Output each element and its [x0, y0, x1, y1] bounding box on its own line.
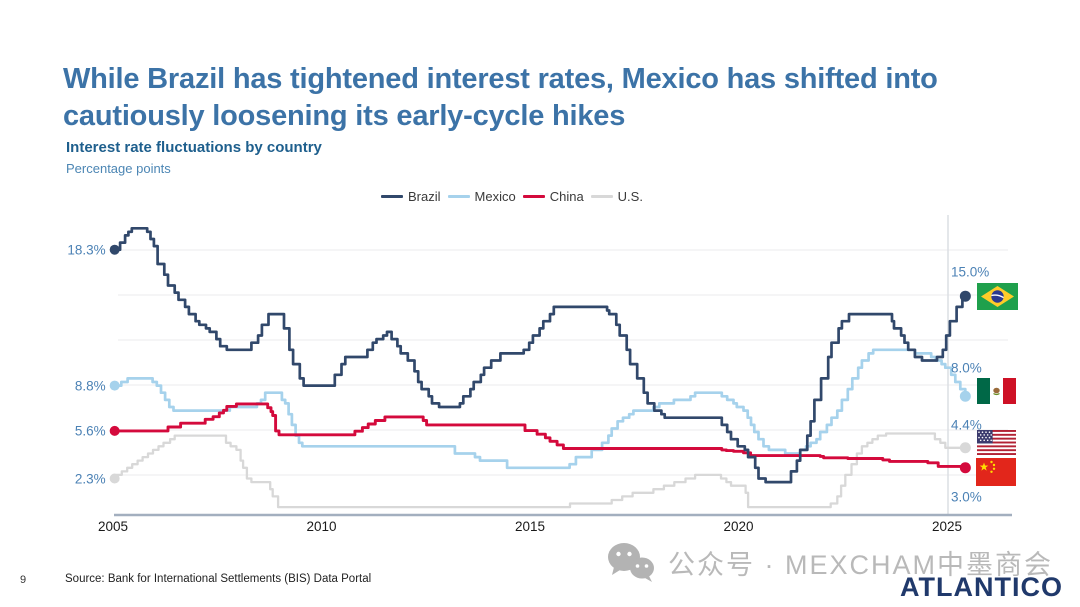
mexico-line-swatch: [447, 195, 470, 198]
chart-title: Interest rate fluctuations by country: [66, 139, 322, 156]
us-line-swatch: [590, 195, 613, 198]
x-tick-2020: 2020: [723, 519, 754, 534]
legend-label-mexico: Mexico: [474, 189, 516, 204]
legend-item-brazil: Brazil: [381, 189, 441, 204]
legend-label-china: China: [549, 189, 584, 204]
mexico-end-value: 8.0%: [951, 360, 982, 376]
atlantico-logo: ATLANTICO: [900, 572, 1063, 602]
wechat-icon: [606, 541, 656, 583]
china-line-swatch: [522, 195, 545, 198]
mexico-flag-icon: [977, 378, 1016, 404]
brazil-flag-icon: [977, 283, 1018, 310]
chart-legend: Brazil Mexico China U.S.: [381, 189, 643, 204]
legend-item-us: U.S.: [590, 189, 643, 204]
legend-label-us: U.S.: [617, 189, 643, 204]
legend-item-china: China: [522, 189, 584, 204]
brazil-start-value: 18.3%: [67, 242, 106, 258]
page-title-line2: cautiously loosening its early-cycle hik…: [63, 100, 626, 133]
watermark: 公众号 · MEXCHAM中墨商会: [606, 541, 1053, 583]
china-end-value: 3.0%: [951, 489, 982, 505]
brazil-line-swatch: [381, 195, 403, 198]
page-title-line1: While Brazil has tightened interest rate…: [63, 63, 938, 96]
legend-item-mexico: Mexico: [447, 189, 516, 204]
page-title: While Brazil has tightened interest rate…: [63, 61, 1063, 135]
x-tick-2005: 2005: [97, 519, 129, 534]
china-flag-icon: [976, 458, 1016, 486]
x-tick-2010: 2010: [306, 519, 337, 534]
legend-label-brazil: Brazil: [408, 189, 441, 204]
china-start-value: 5.6%: [74, 423, 106, 439]
us-flag-icon: [977, 430, 1016, 455]
x-tick-2025: 2025: [931, 519, 963, 534]
source-note: Source: Bank for International Settlemen…: [65, 573, 372, 585]
us-end-value: 4.4%: [951, 417, 982, 433]
chart-units-label: Percentage points: [66, 161, 171, 176]
watermark-text: 公众号 · MEXCHAM中墨商会: [668, 549, 1053, 580]
x-tick-2015: 2015: [514, 519, 546, 534]
us-start-value: 2.3%: [74, 471, 106, 486]
page-number: 9: [20, 574, 27, 586]
brazil-end-value: 15.0%: [951, 264, 990, 280]
mexico-start-value: 8.8%: [74, 378, 106, 394]
